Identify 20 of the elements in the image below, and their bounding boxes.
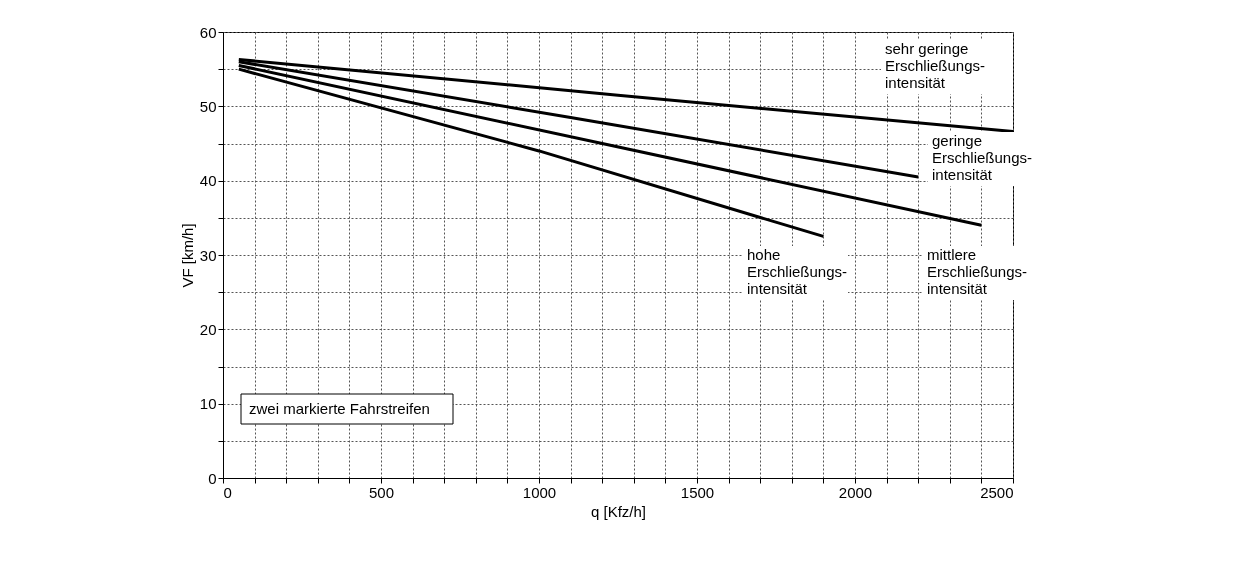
x-tick-label: 500	[368, 483, 395, 501]
x-tick-label: 2500	[980, 483, 1014, 501]
y-tick-label: 10	[199, 395, 217, 413]
y-tick-label: 40	[199, 172, 217, 190]
y-tick-label: 60	[199, 23, 217, 41]
y-axis-title: VF [km/h]	[178, 223, 196, 288]
x-tick-label: 0	[223, 483, 232, 501]
annotation: geringe Erschließungs- intensität	[932, 132, 1033, 183]
annotation: mittlere Erschließungs- intensität	[927, 246, 1028, 297]
y-tick-label: 50	[199, 97, 217, 115]
x-tick-label: 1500	[680, 483, 715, 501]
y-tick-label: 30	[199, 246, 217, 264]
annotation: sehr geringe Erschließungs- intensität	[885, 40, 986, 91]
y-tick-label: 20	[199, 320, 217, 338]
y-tick-label: 0	[208, 469, 217, 487]
x-tick-label: 2000	[838, 483, 873, 501]
annotation: hohe Erschließungs- intensität	[747, 246, 848, 297]
annotation: zwei markierte Fahrstreifen	[249, 400, 430, 417]
x-axis-title: q [Kfz/h]	[590, 502, 647, 520]
x-tick-label: 1000	[522, 483, 557, 501]
